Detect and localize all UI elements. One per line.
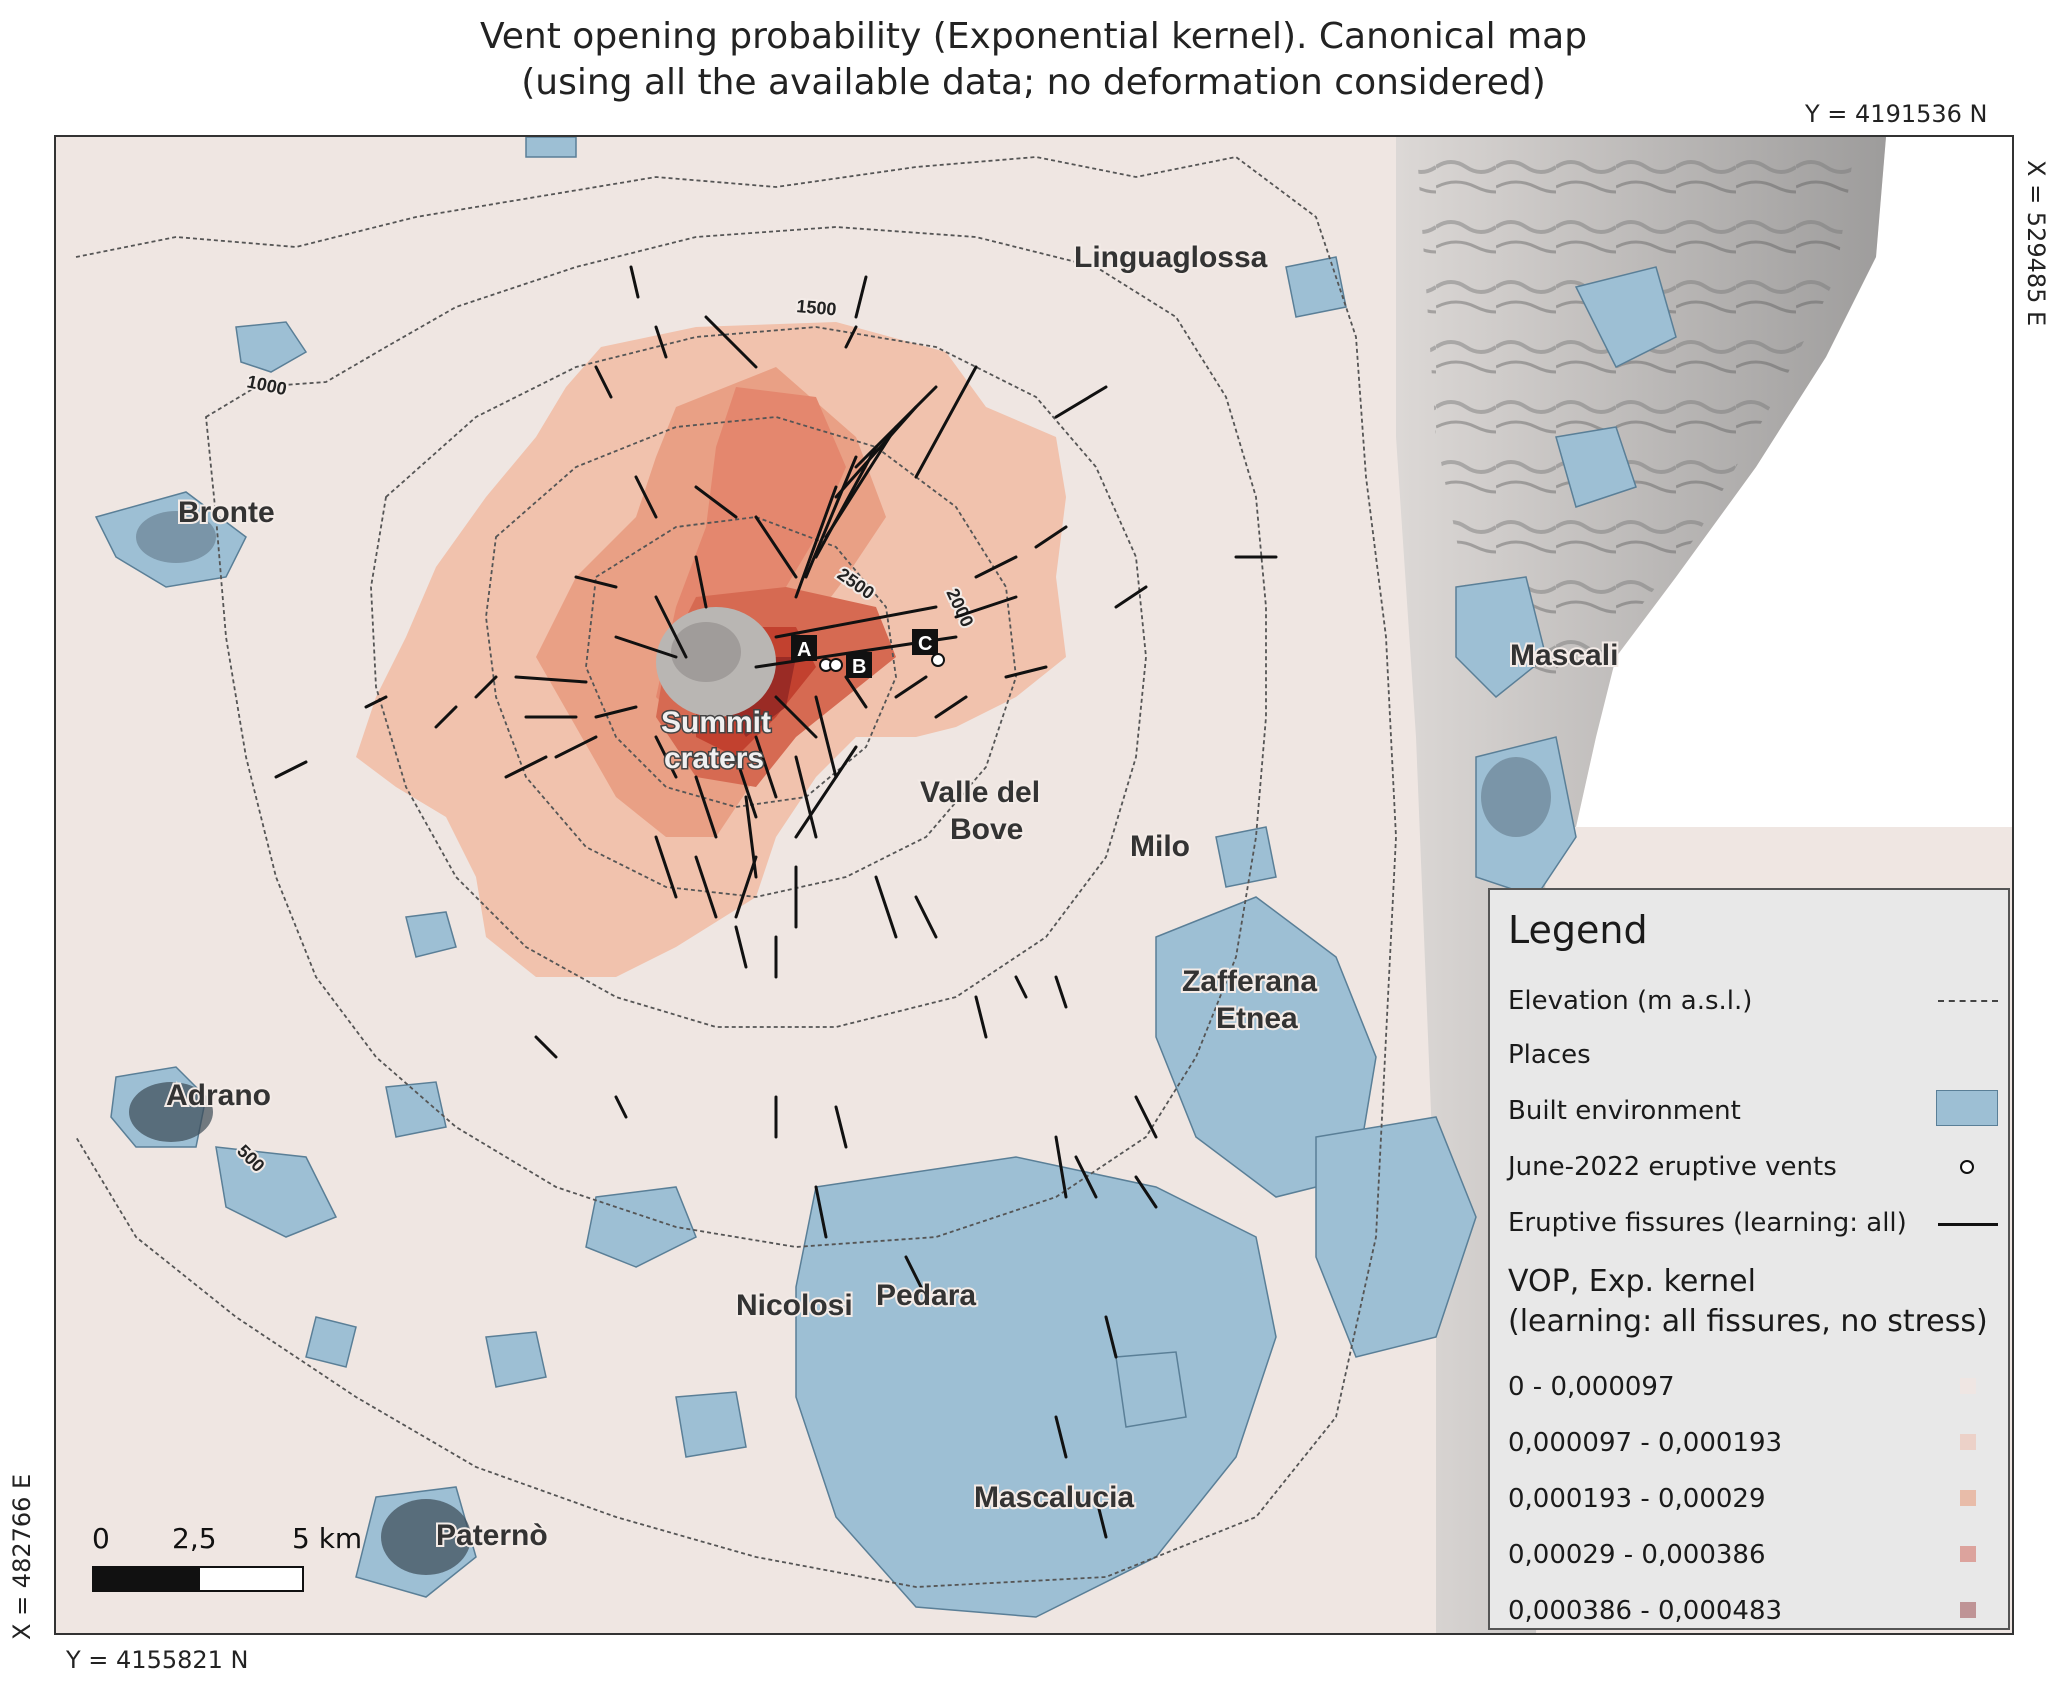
legend-fissures-label: Eruptive fissures (learning: all): [1508, 1208, 1907, 1238]
place-milo: Milo: [1130, 830, 1190, 863]
legend-class-3-swatch: [1960, 1490, 1976, 1506]
scale-segment-light: [198, 1566, 304, 1592]
legend-class-5-label: 0,000386 - 0,000483: [1508, 1596, 1783, 1626]
town-cores: [129, 511, 1551, 1575]
legend-class-2-label: 0,000097 - 0,000193: [1508, 1428, 1783, 1458]
legend-class-4-swatch: [1960, 1546, 1976, 1562]
sea-area: [1576, 137, 2012, 827]
coord-bottom-left: Y = 4155821 N: [66, 1646, 249, 1674]
place-paterno: Paternò: [436, 1519, 548, 1552]
legend-built-label: Built environment: [1508, 1096, 1741, 1126]
legend-class-1-label: 0 - 0,000097: [1508, 1372, 1675, 1402]
coord-left-vertical: X = 482766 E: [8, 1473, 36, 1640]
title-line-2: (using all the available data; no deform…: [521, 62, 1546, 103]
legend-places-label: Places: [1508, 1040, 1591, 1070]
legend-built-symbol: [1936, 1090, 1998, 1126]
crater-c-label: C: [918, 633, 932, 655]
place-nicolosi: Nicolosi: [736, 1289, 853, 1322]
place-zafferana-line1: Zafferana: [1182, 965, 1317, 998]
legend-class-2-swatch: [1960, 1434, 1976, 1450]
place-mascali: Mascali: [1510, 639, 1618, 672]
eruptive-fissures: [274, 265, 1278, 1539]
legend-vop-title-1: VOP, Exp. kernel: [1508, 1264, 1756, 1299]
coord-top-right: Y = 4191536 N: [1805, 100, 1988, 128]
place-valle-line1: Valle del: [920, 776, 1040, 809]
june-2022-vents: [819, 653, 945, 672]
legend-class-3-label: 0,000193 - 0,00029: [1508, 1484, 1766, 1514]
crater-a-label: A: [797, 639, 811, 661]
legend-elevation-label: Elevation (m a.s.l.): [1508, 986, 1753, 1016]
crater-b-label: B: [852, 656, 866, 678]
place-labels: Linguaglossa Bronte Mascali Summit crate…: [164, 239, 1620, 1554]
coord-right-vertical: X = 529485 E: [2022, 160, 2050, 327]
place-bronte: Bronte: [178, 496, 275, 529]
legend-class-5-swatch: [1960, 1602, 1976, 1618]
place-mascalucia: Mascalucia: [974, 1481, 1134, 1514]
place-valle-line2: Bove: [950, 813, 1023, 846]
elevation-contours: [75, 156, 1397, 1588]
scale-bar: 0 2,5 5 km: [92, 1522, 432, 1602]
crater-markers: A B C: [791, 629, 938, 678]
place-summit-line1: Summit: [661, 706, 771, 739]
place-summit-line2: craters: [664, 742, 764, 775]
elev-label-1500: 1500: [796, 296, 838, 319]
legend-vop-title-2: (learning: all fissures, no stress): [1508, 1304, 1988, 1339]
legend-elevation-symbol: [1938, 1000, 1998, 1002]
scale-label-5km: 5 km: [292, 1522, 363, 1555]
scale-segment-dark: [92, 1566, 198, 1592]
legend-class-1-swatch: [1960, 1378, 1976, 1394]
place-pedara: Pedara: [876, 1279, 976, 1312]
title-line-1: Vent opening probability (Exponential ke…: [479, 16, 1588, 57]
coord-right-vertical-wrap: X = 529485 E: [2018, 160, 2058, 580]
legend-title: Legend: [1508, 908, 1648, 952]
eastern-mountains: [1416, 137, 1856, 697]
legend-vents-symbol: [1960, 1160, 1974, 1174]
map-title: Vent opening probability (Exponential ke…: [0, 14, 2067, 106]
legend-vents-label: June-2022 eruptive vents: [1508, 1152, 1837, 1182]
legend-fissures-symbol: [1938, 1223, 1998, 1226]
scale-label-2-5: 2,5: [172, 1522, 217, 1555]
place-adrano: Adrano: [166, 1079, 271, 1112]
scale-label-0: 0: [92, 1522, 110, 1555]
place-linguaglossa: Linguaglossa: [1074, 241, 1268, 274]
legend-panel: Legend Elevation (m a.s.l.) Places Built…: [1488, 888, 2010, 1630]
place-zafferana-line2: Etnea: [1216, 1002, 1298, 1035]
legend-class-4-label: 0,00029 - 0,000386: [1508, 1540, 1766, 1570]
